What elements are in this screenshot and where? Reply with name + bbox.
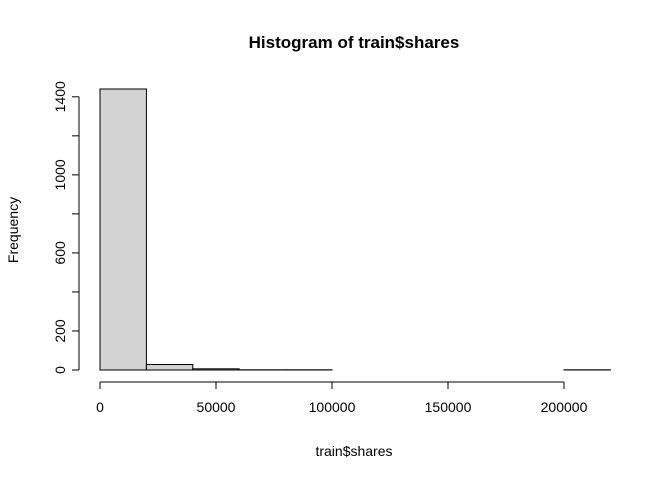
y-tick-label: 600 bbox=[52, 241, 68, 265]
x-tick-label: 0 bbox=[96, 399, 104, 415]
x-tick-label: 150000 bbox=[425, 399, 472, 415]
y-tick-label: 200 bbox=[52, 319, 68, 343]
x-axis: 0 50000 100000 150000 200000 bbox=[96, 381, 588, 415]
x-tick-label: 50000 bbox=[197, 399, 236, 415]
x-tick-label: 200000 bbox=[541, 399, 588, 415]
x-tick-label: 100000 bbox=[309, 399, 356, 415]
bars-group bbox=[99, 88, 611, 371]
histogram-bar bbox=[99, 88, 147, 371]
y-axis: 0 200 600 1000 1400 bbox=[52, 81, 80, 374]
y-tick-label: 0 bbox=[52, 366, 68, 374]
chart-title: Histogram of train$shares bbox=[249, 33, 460, 52]
histogram-bar bbox=[192, 368, 240, 371]
y-tick-label: 1400 bbox=[52, 81, 68, 112]
x-axis-label: train$shares bbox=[315, 443, 392, 459]
histogram-bar bbox=[145, 364, 194, 371]
y-tick-label: 1000 bbox=[52, 159, 68, 190]
y-axis-label: Frequency bbox=[5, 197, 21, 263]
